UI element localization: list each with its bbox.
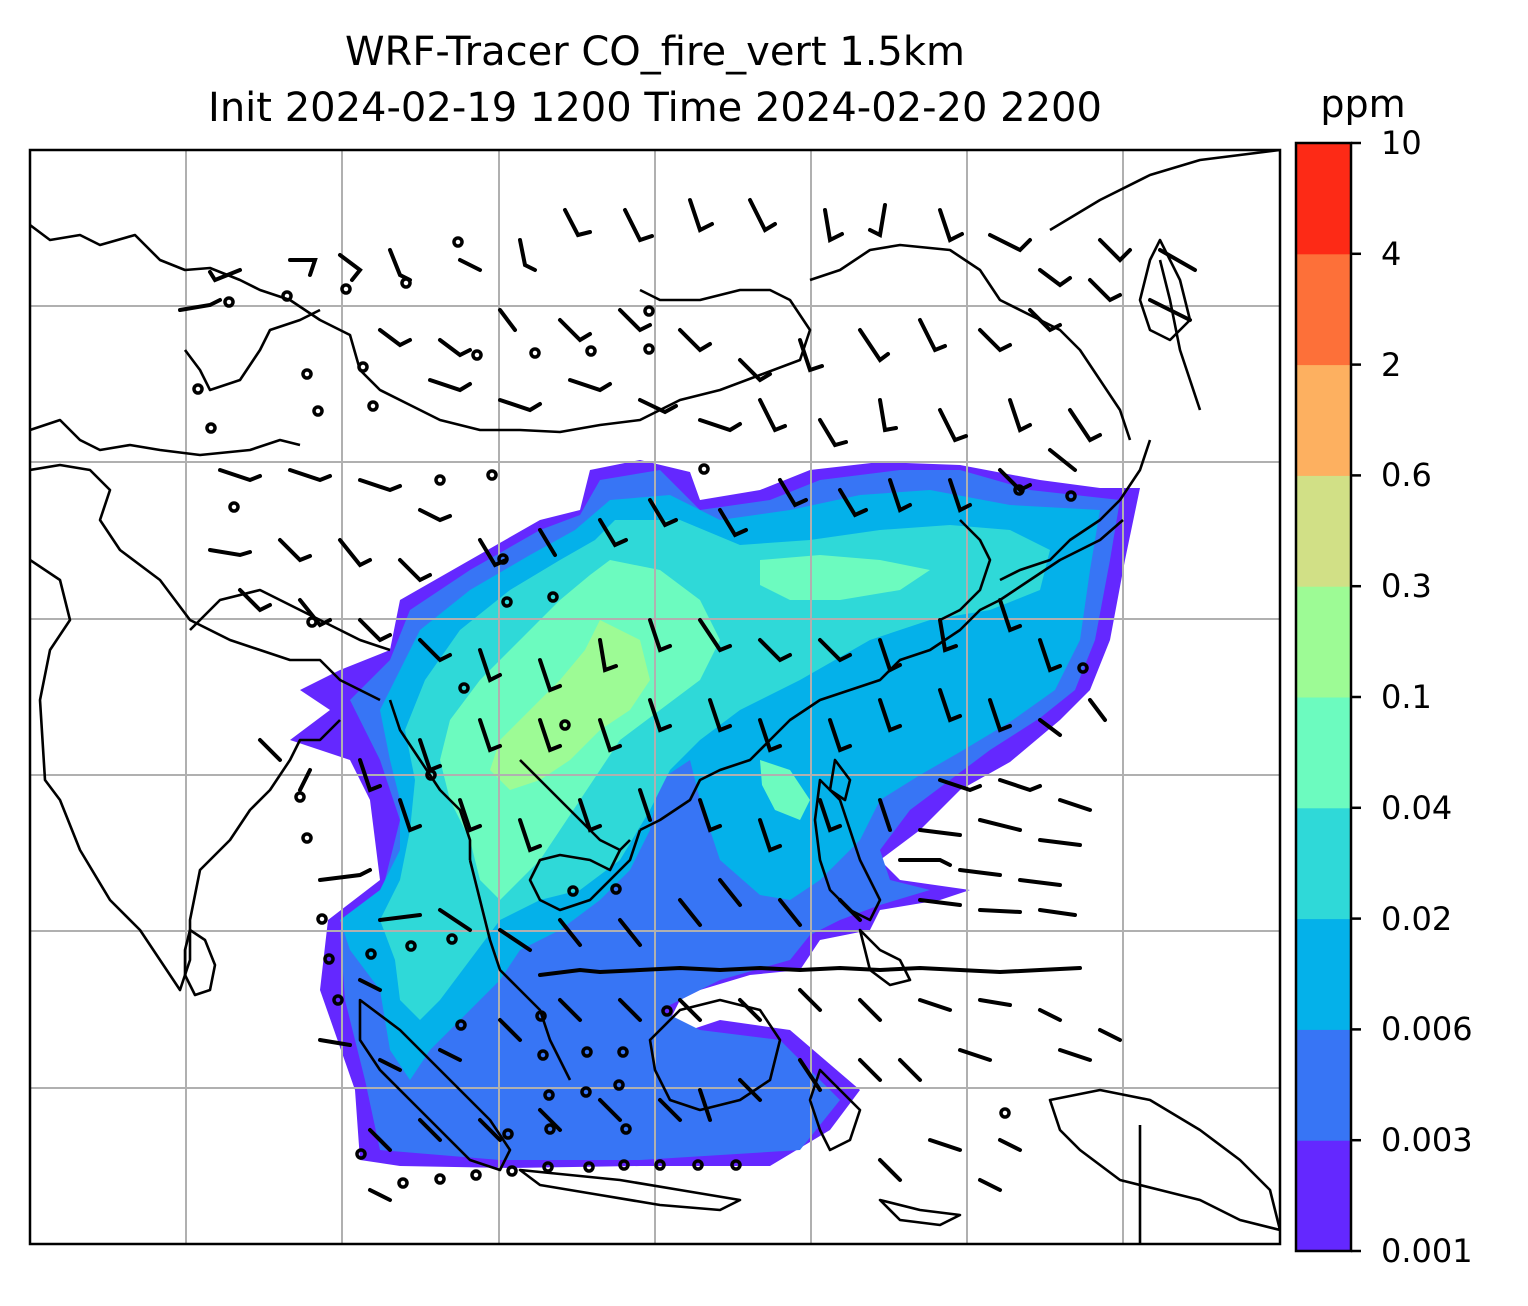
philippines-visayas	[858, 928, 912, 987]
china-east-coast	[639, 519, 1124, 832]
colorbar-tick-label: 0.1	[1381, 678, 1432, 716]
map-title-line-2: Init 2024-02-19 1200 Time 2024-02-20 220…	[208, 85, 1102, 131]
coastlines-and-borders	[30, 150, 1280, 1244]
colorbar-segment	[1296, 475, 1351, 587]
russia-coast	[1049, 150, 1280, 232]
laos-vietnam-border	[519, 759, 621, 852]
colorbar-tick-label: 10	[1381, 124, 1422, 162]
borneo	[648, 998, 782, 1112]
colorbar-segment	[1296, 586, 1351, 698]
north-border-1	[30, 223, 812, 434]
colorbar-tick-label: 0.001	[1381, 1232, 1473, 1270]
philippines-luzon	[813, 778, 882, 922]
sakhalin	[1158, 259, 1202, 411]
colorbar-segment	[1296, 918, 1351, 1030]
colorbar	[1294, 141, 1361, 1253]
north-border-2	[183, 308, 321, 392]
himalaya-border	[189, 588, 391, 652]
calm-wind-circles	[192, 236, 1089, 1189]
new-guinea	[1048, 1088, 1280, 1232]
colorbar-segment	[1296, 1029, 1351, 1141]
sri-lanka	[183, 928, 217, 997]
indochina-coast	[528, 829, 642, 912]
colorbar-unit-label: ppm	[1320, 82, 1406, 126]
colorbar-tick-label: 0.003	[1381, 1121, 1473, 1160]
colorbar-tick-label: 2	[1381, 345, 1402, 384]
plume-level-5b	[760, 555, 930, 600]
sulawesi	[808, 1068, 862, 1152]
colorbar-segment	[1296, 143, 1351, 255]
map-plot-area	[30, 150, 1280, 1244]
colorbar-segment	[1296, 807, 1351, 920]
colorbar-segment	[1296, 364, 1351, 476]
map-frame	[28, 148, 1282, 1246]
colorbar-tick-label: 0.02	[1381, 899, 1453, 938]
colorbar-tick-label: 0.6	[1381, 456, 1432, 495]
colorbar-tick-label: 0.006	[1381, 1010, 1473, 1049]
timor	[878, 1198, 962, 1227]
map-title-line-1: WRF-Tracer CO_fire_vert 1.5km	[344, 29, 966, 75]
colorbar-segment	[1296, 1140, 1351, 1252]
colorbar-segment	[1296, 697, 1351, 809]
colorbar-segment	[1296, 253, 1351, 366]
india-north-border	[30, 463, 381, 702]
korea-peninsula	[939, 519, 992, 622]
taiwan	[828, 758, 852, 802]
colorbar-tick-label: 0.04	[1381, 788, 1453, 827]
map-gridlines	[30, 150, 1280, 1244]
japan-main	[999, 439, 1152, 582]
colorbar-tick-label: 0.3	[1381, 567, 1432, 606]
co-concentration-field	[290, 460, 1140, 1168]
myanmar-border	[388, 699, 472, 860]
kazakh-border	[30, 418, 301, 457]
japan-hokkaido	[1138, 238, 1192, 342]
colorbar-tick-label: 4	[1381, 234, 1402, 273]
india-coastline	[30, 558, 341, 992]
plume-level-6	[490, 620, 650, 790]
sumatra	[358, 998, 512, 1172]
malay-peninsula	[468, 859, 572, 1081]
wind-barbs	[178, 198, 1197, 1202]
russia-border	[809, 243, 1132, 441]
java	[518, 1168, 742, 1212]
